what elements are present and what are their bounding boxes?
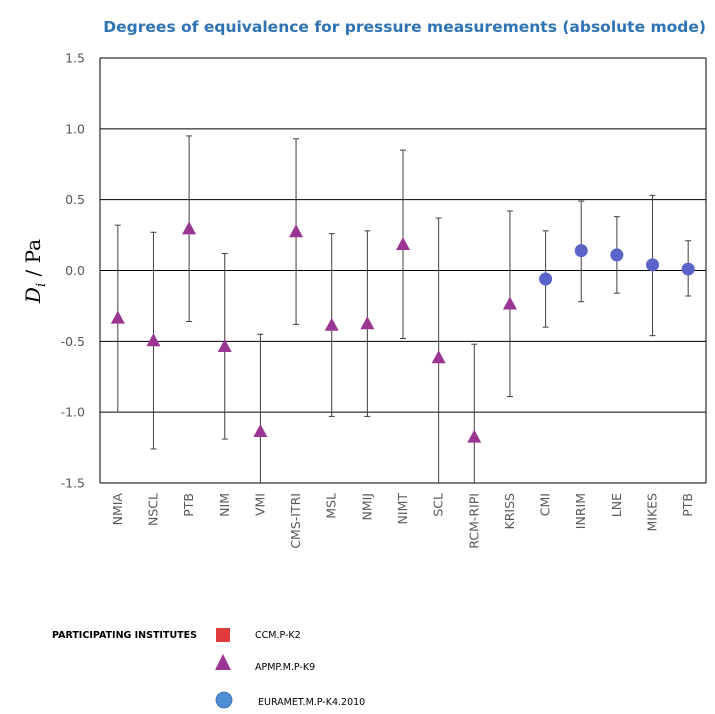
data-point-0-1 (146, 333, 161, 347)
data-point-0-9 (431, 350, 446, 364)
data-point-0-7 (360, 316, 375, 330)
data-point-0-8 (396, 236, 410, 250)
data-point-0-2 (182, 221, 197, 235)
y-axis-label-sub: i (34, 283, 49, 287)
data-point-0-0 (110, 310, 125, 324)
data-point-1-2 (610, 248, 624, 262)
x-tick-labels: NMIA NSCL PTB NIM VMI CMS-ITRI MSL NMIJ NIMT SCL R… (110, 493, 695, 549)
x-tick-label-0: NMIA (110, 493, 125, 526)
y-tick-label-3: 0.0 (65, 263, 85, 278)
data-markers (110, 221, 695, 443)
data-point-0-6 (324, 317, 339, 331)
x-tick-label-4: VMI (252, 493, 267, 516)
y-axis-label: Di / Pa (21, 239, 49, 304)
x-tick-label-6: MSL (324, 493, 339, 519)
y-tick-label-2: 0.5 (65, 192, 85, 207)
data-point-0-3 (217, 338, 232, 352)
x-tick-label-8: NIMT (395, 493, 410, 525)
legend-label-apmp: APMP.M.P-K9 (255, 662, 316, 673)
y-tick-label-6: -1.5 (61, 476, 85, 491)
data-point-0-11 (502, 296, 517, 310)
y-tick-label-5: -1.0 (61, 405, 85, 420)
legend-marker-circle (215, 691, 233, 709)
x-tick-label-14: LNE (609, 493, 624, 517)
legend-label-ccm: CCM.P-K2 (255, 630, 301, 641)
error-bars (114, 135, 692, 483)
legend-marker-triangle (215, 654, 231, 670)
x-tick-label-7: NMIJ (359, 493, 374, 521)
data-point-0-10 (467, 429, 482, 443)
legend-title: PARTICIPATING INSTITUTES (52, 630, 197, 641)
x-tick-label-12: CMI (538, 493, 553, 516)
data-point-0-4 (253, 423, 268, 437)
x-tick-label-2: PTB (181, 493, 196, 517)
y-tick-label-0: 1.5 (65, 51, 85, 66)
y-tick-labels: 1.5 1.0 0.5 0.0 -0.5 -1.0 -1.5 (61, 51, 85, 491)
x-tick-label-3: NIM (217, 493, 232, 517)
data-point-1-3 (646, 258, 660, 272)
legend-marker-square (216, 628, 230, 642)
x-tick-label-9: SCL (431, 493, 446, 517)
x-tick-label-10: RCM-RIPI (466, 493, 481, 549)
axis-layer (99, 58, 707, 484)
y-axis-label-unit: / Pa (21, 239, 45, 283)
legend-label-euramet: EURAMET.M.P-K4.2010 (258, 697, 366, 708)
data-point-1-0 (539, 272, 553, 286)
x-tick-label-13: INRIM (573, 493, 588, 529)
x-tick-label-1: NSCL (145, 493, 160, 526)
data-point-1-4 (681, 262, 695, 276)
y-tick-label-1: 1.0 (65, 121, 85, 136)
data-point-1-1 (574, 244, 588, 258)
y-tick-label-4: -0.5 (61, 334, 85, 349)
legend-markers (215, 628, 233, 709)
y-axis-label-var: D (21, 287, 45, 304)
data-point-0-5 (289, 224, 304, 238)
x-tick-label-11: KRISS (502, 493, 517, 530)
chart-title: Degrees of equivalence for pressure meas… (103, 18, 706, 36)
x-tick-label-16: PTB (680, 493, 695, 517)
x-tick-label-5: CMS-ITRI (288, 493, 303, 549)
x-tick-label-15: MIKES (645, 493, 660, 532)
